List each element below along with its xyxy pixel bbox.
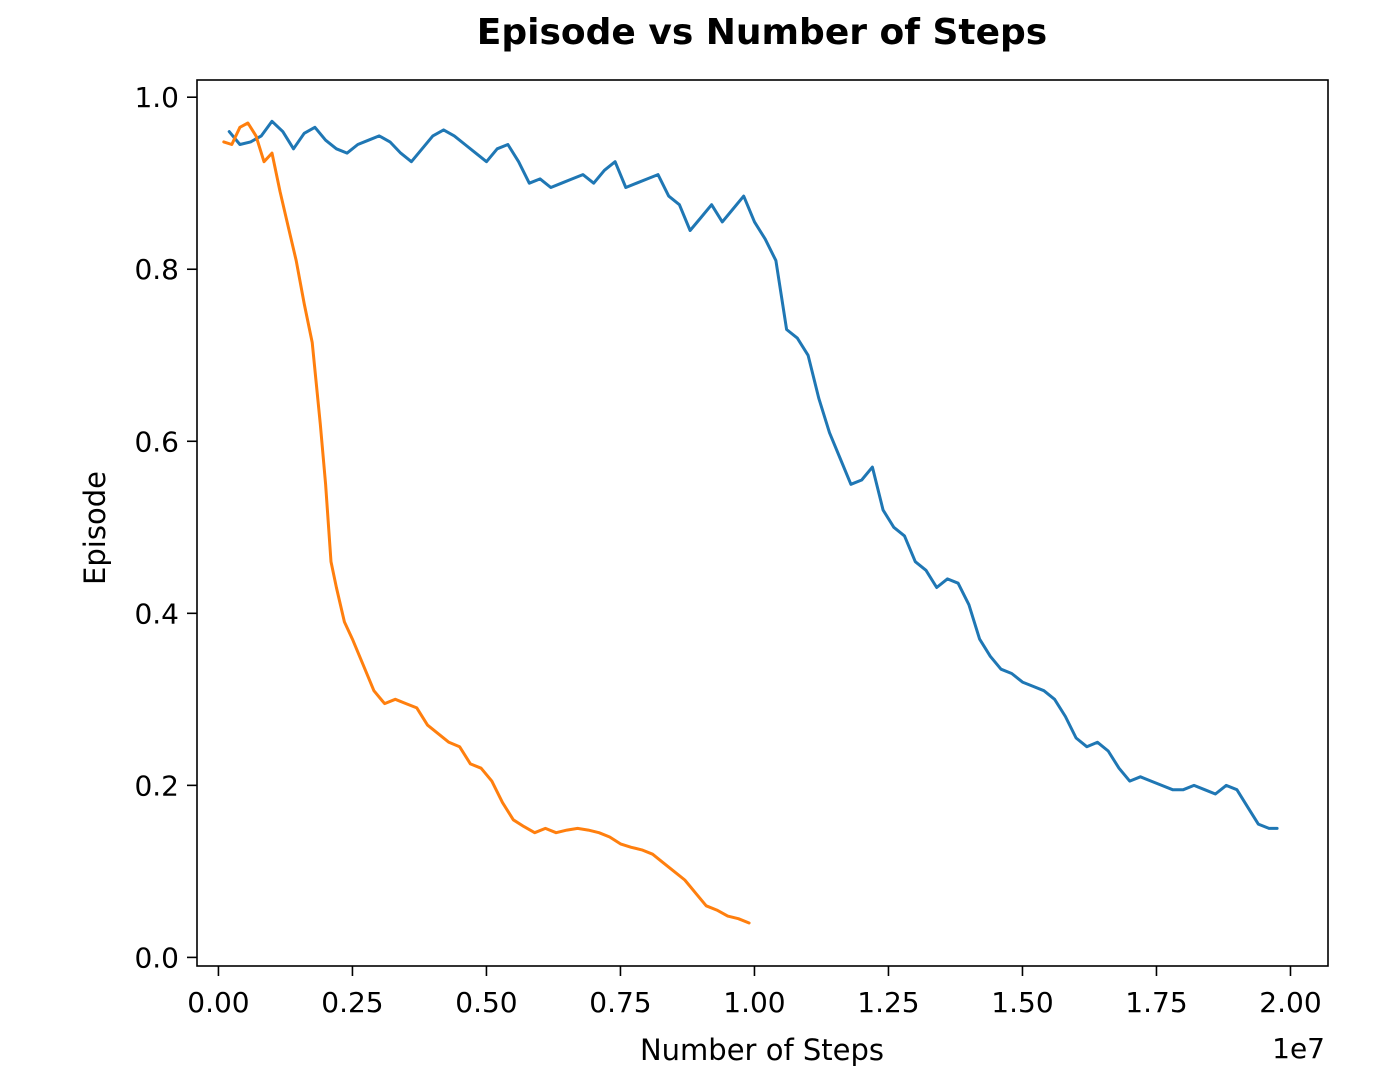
x-axis-label: Number of Steps [640, 1033, 884, 1067]
x-tick-label: 1.50 [991, 986, 1053, 1019]
y-tick-label: 1.0 [134, 81, 179, 114]
plot-frame [196, 79, 1329, 967]
y-tick-label: 0.4 [134, 597, 179, 630]
y-tick-label: 0.0 [134, 941, 179, 974]
x-tick-label: 0.00 [187, 986, 249, 1019]
x-tick-label: 0.50 [455, 986, 517, 1019]
y-tick-label: 0.2 [134, 769, 179, 802]
x-tick-label: 0.75 [589, 986, 651, 1019]
x-tick-label: 1.25 [857, 986, 919, 1019]
series-line-1 [227, 119, 1279, 830]
y-axis-ticks: 0.0 0.2 0.4 0.6 0.8 1.0 [134, 81, 197, 974]
x-tick-label: 1.75 [1125, 986, 1187, 1019]
y-axis-label: Episode [78, 471, 112, 585]
y-tick-label: 0.8 [134, 253, 179, 286]
x-tick-label: 0.25 [321, 986, 383, 1019]
x-tick-label: 2.00 [1259, 986, 1321, 1019]
x-tick-label: 1.00 [723, 986, 785, 1019]
y-tick-label: 0.6 [134, 425, 179, 458]
series-line-2 [222, 121, 751, 925]
x-axis-ticks: 0.00 0.25 0.50 0.75 1.00 1.25 1.50 1.75 2.00 [187, 966, 1322, 1019]
x-offset-label: 1e7 [1272, 1032, 1325, 1065]
plot-lines [222, 119, 1279, 925]
chart-title: Episode vs Number of Steps [477, 12, 1047, 53]
